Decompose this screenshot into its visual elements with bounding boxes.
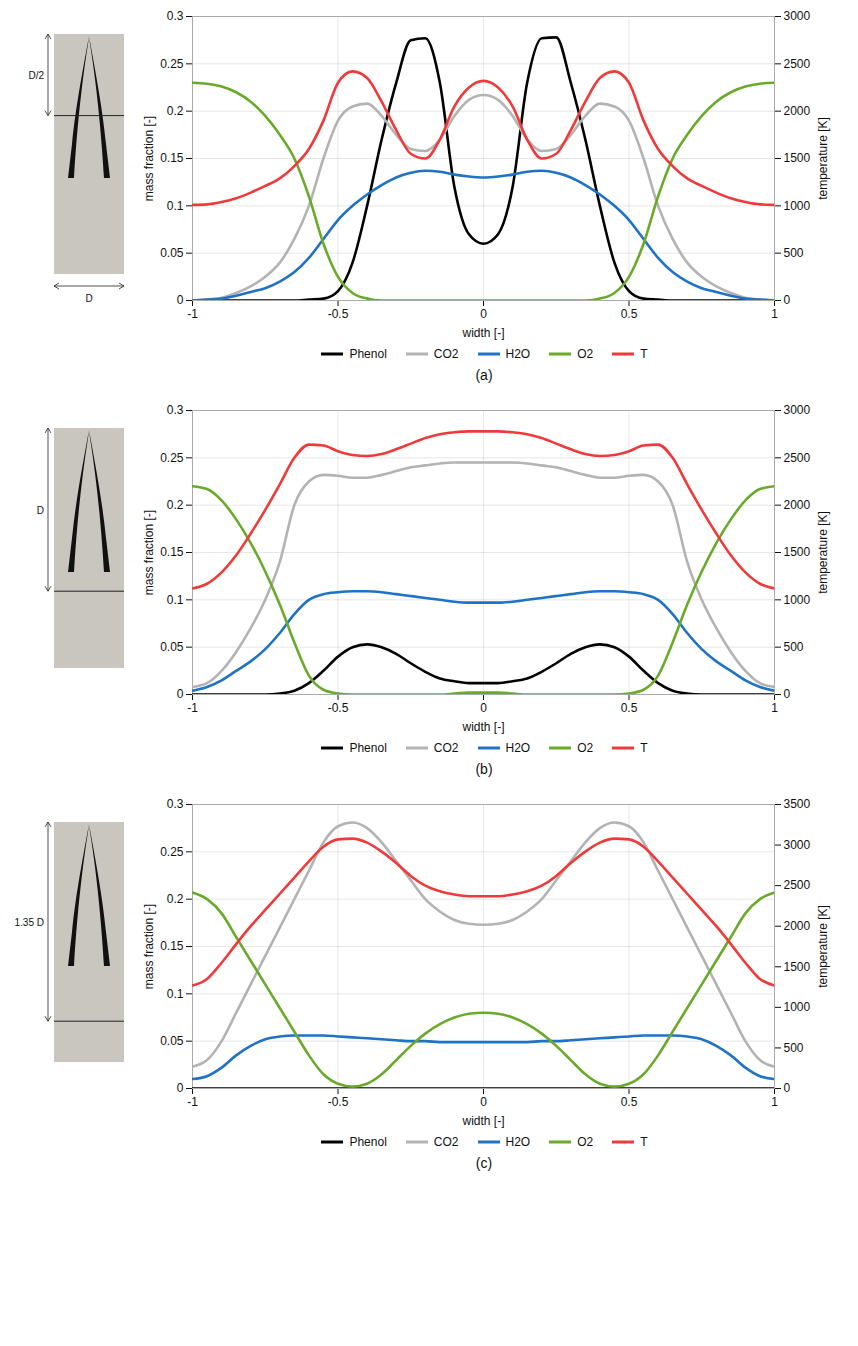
svg-text:-0.5: -0.5 [328,701,349,715]
svg-text:0.1: 0.1 [167,593,184,607]
html-text:CO2: CO2 [433,347,459,361]
svg-text:0.15: 0.15 [160,151,184,165]
svg-text:D: D [37,505,44,516]
html-text:Phenol: Phenol [349,741,387,755]
html-text:H2O: H2O [505,347,531,361]
svg-text:0.15: 0.15 [160,939,184,953]
svg-text:0.25: 0.25 [160,845,184,859]
svg-text:3000: 3000 [784,403,811,417]
svg-text:0.5: 0.5 [621,1095,638,1109]
svg-text:0.5: 0.5 [621,701,638,715]
svg-text:mass fraction [-]: mass fraction [-] [142,116,156,201]
svg-text:2500: 2500 [784,451,811,465]
svg-text:-0.5: -0.5 [328,307,349,321]
svg-text:width [-]: width [-] [461,1114,504,1128]
svg-text:-1: -1 [187,1095,198,1109]
svg-text:0.1: 0.1 [167,987,184,1001]
svg-text:3000: 3000 [784,9,811,23]
svg-text:1000: 1000 [784,1000,811,1014]
html-text:O2: O2 [577,1135,594,1149]
svg-text:1: 1 [771,307,778,321]
svg-text:temperature [K]: temperature [K] [816,905,830,988]
svg-text:2500: 2500 [784,57,811,71]
svg-text:0.2: 0.2 [167,104,184,118]
svg-text:-1: -1 [187,307,198,321]
svg-text:1500: 1500 [784,151,811,165]
svg-text:0.3: 0.3 [167,9,184,23]
svg-text:-0.5: -0.5 [328,1095,349,1109]
svg-text:1.35 D: 1.35 D [15,917,44,928]
html-text:T: T [640,347,648,361]
svg-text:0: 0 [177,1081,184,1095]
svg-text:500: 500 [784,1041,804,1055]
svg-text:0: 0 [177,293,184,307]
svg-text:D: D [85,293,92,304]
svg-text:1: 1 [771,701,778,715]
svg-text:0: 0 [480,1095,487,1109]
svg-text:2000: 2000 [784,104,811,118]
svg-text:0.15: 0.15 [160,545,184,559]
html-text:O2: O2 [577,347,594,361]
svg-text:500: 500 [784,246,804,260]
svg-text:D/2: D/2 [28,70,44,81]
html-text:Phenol: Phenol [349,1135,387,1149]
html-text:CO2: CO2 [433,1135,459,1149]
svg-text:0.3: 0.3 [167,403,184,417]
html-text:Phenol: Phenol [349,347,387,361]
svg-text:1000: 1000 [784,199,811,213]
html-text:O2: O2 [577,741,594,755]
svg-text:0.5: 0.5 [621,307,638,321]
svg-text:temperature [K]: temperature [K] [816,117,830,200]
svg-text:0.25: 0.25 [160,451,184,465]
svg-text:1000: 1000 [784,593,811,607]
svg-text:0: 0 [784,1081,791,1095]
svg-text:1: 1 [771,1095,778,1109]
svg-text:0.05: 0.05 [160,246,184,260]
html-text:(a): (a) [475,367,493,383]
svg-text:width [-]: width [-] [461,720,504,734]
html-text:CO2: CO2 [433,741,459,755]
svg-text:0.2: 0.2 [167,498,184,512]
svg-text:2500: 2500 [784,878,811,892]
svg-text:3500: 3500 [784,797,811,811]
svg-text:1500: 1500 [784,960,811,974]
svg-text:0: 0 [784,687,791,701]
html-text:H2O: H2O [505,1135,531,1149]
svg-text:mass fraction [-]: mass fraction [-] [142,904,156,989]
svg-text:1500: 1500 [784,545,811,559]
html-text:H2O: H2O [505,741,531,755]
svg-text:3000: 3000 [784,838,811,852]
html-text:(b): (b) [475,761,493,777]
html-text:T: T [640,741,648,755]
svg-text:mass fraction [-]: mass fraction [-] [142,510,156,595]
html-text:(c): (c) [475,1155,493,1171]
svg-text:2000: 2000 [784,498,811,512]
svg-text:0.1: 0.1 [167,199,184,213]
svg-text:0: 0 [480,701,487,715]
svg-text:temperature [K]: temperature [K] [816,511,830,594]
svg-text:0.3: 0.3 [167,797,184,811]
svg-text:0: 0 [177,687,184,701]
svg-text:500: 500 [784,640,804,654]
svg-text:0.25: 0.25 [160,57,184,71]
svg-text:0.2: 0.2 [167,892,184,906]
svg-text:0: 0 [480,307,487,321]
svg-text:0.05: 0.05 [160,1034,184,1048]
svg-text:2000: 2000 [784,919,811,933]
svg-text:-1: -1 [187,701,198,715]
svg-text:width [-]: width [-] [461,326,504,340]
html-text:T: T [640,1135,648,1149]
svg-text:0: 0 [784,293,791,307]
svg-text:0.05: 0.05 [160,640,184,654]
